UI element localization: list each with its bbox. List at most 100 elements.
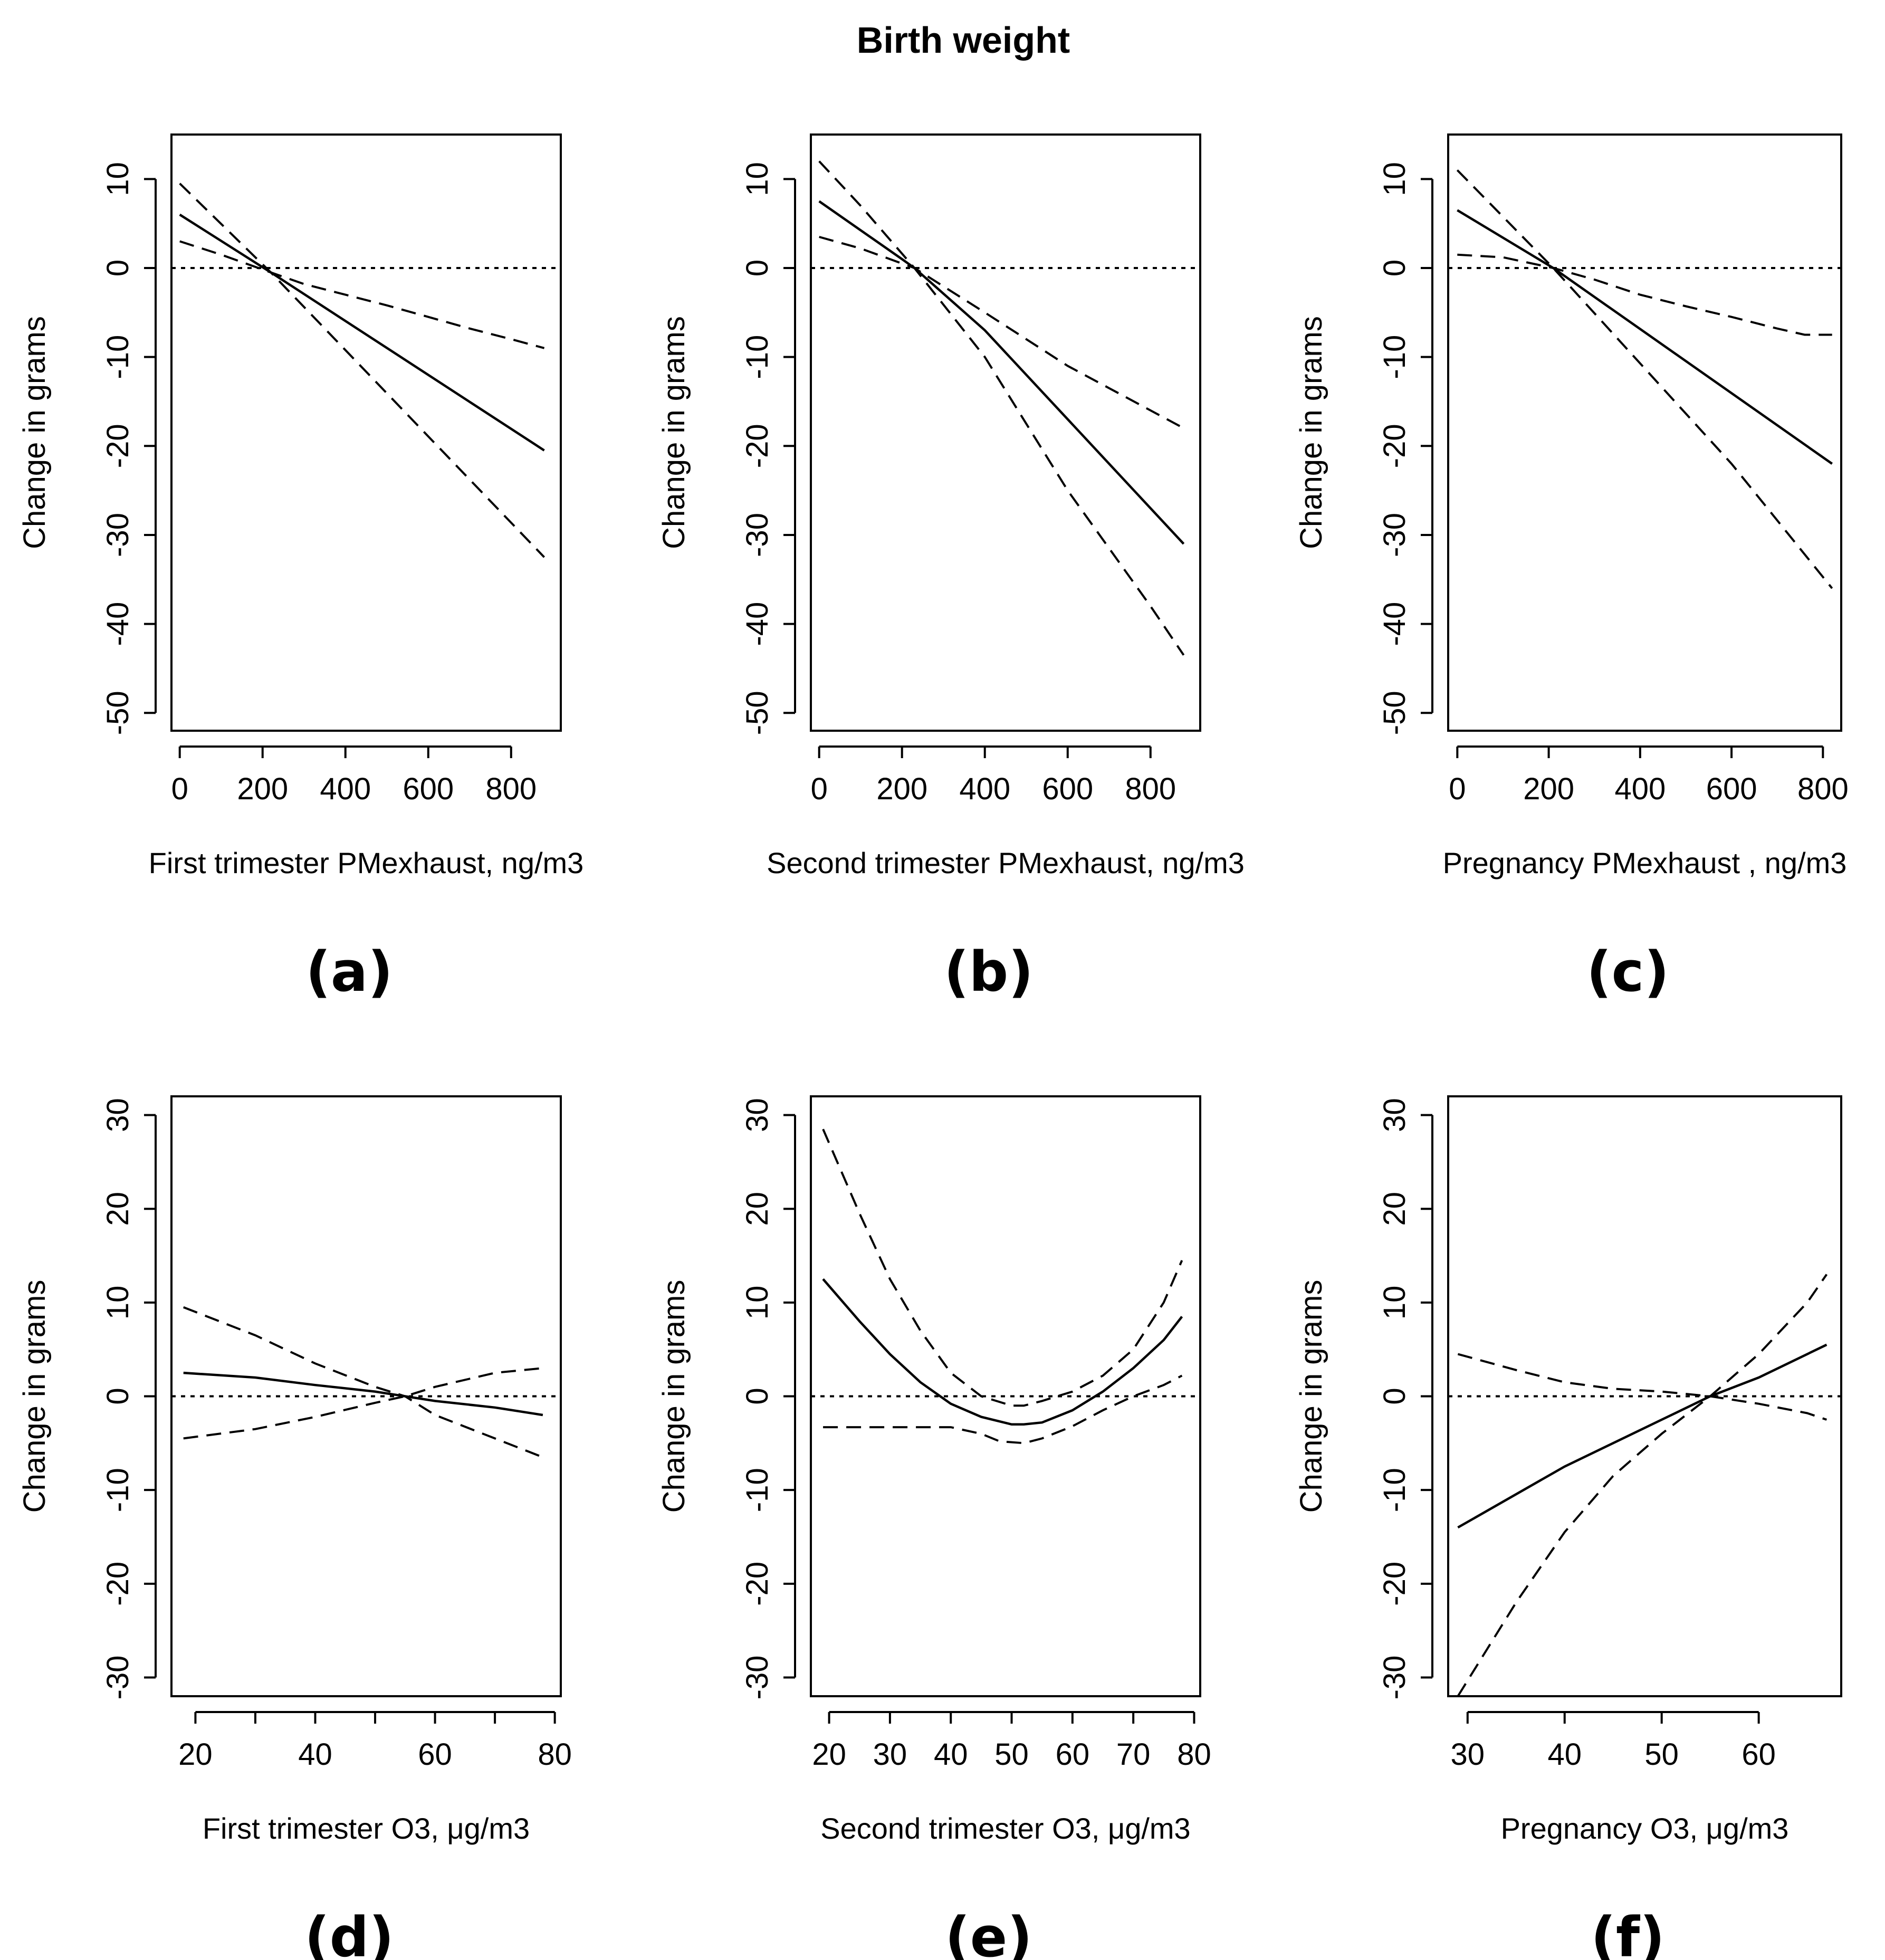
x-tick-label: 30	[1451, 1737, 1485, 1772]
y-tick-label: 0	[1377, 260, 1412, 276]
y-tick-label: -20	[101, 424, 135, 468]
panel-label: (d)	[304, 1905, 394, 1960]
x-axis-label: First trimester PMexhaust, ng/m3	[149, 846, 584, 879]
y-tick-label: -10	[101, 1468, 135, 1512]
plot-frame	[170, 133, 562, 732]
y-tick-label: 0	[740, 1388, 774, 1404]
y-tick-label: 0	[101, 1388, 135, 1404]
y-tick-label: 0	[740, 260, 774, 276]
x-tick-label: 600	[403, 772, 454, 806]
x-tick-label: 800	[485, 772, 537, 806]
x-axis-label: Pregnancy PMexhaust , ng/m3	[1443, 846, 1847, 879]
x-tick-label: 20	[178, 1737, 213, 1772]
y-axis-label: Change in grams	[1294, 1280, 1328, 1513]
y-tick-label: -30	[101, 1656, 135, 1700]
y-tick-label: -30	[101, 513, 135, 557]
x-tick-label: 800	[1797, 772, 1849, 806]
x-tick-label: 200	[237, 772, 288, 806]
lower-ci-line	[818, 160, 1185, 656]
panel-label: (f)	[1591, 1905, 1664, 1960]
y-axis-label: Change in grams	[657, 1280, 691, 1513]
x-tick-label: 400	[1614, 772, 1666, 806]
y-tick-label: -20	[1377, 1562, 1412, 1606]
y-tick-label: 20	[740, 1192, 774, 1226]
x-tick-label: 80	[1177, 1737, 1211, 1772]
y-tick-label: -20	[740, 424, 774, 468]
x-tick-label: 0	[171, 772, 188, 806]
y-tick-label: -10	[740, 335, 774, 379]
figure-title: Birth weight	[857, 20, 1070, 61]
x-tick-label: 800	[1125, 772, 1176, 806]
x-axis-label: Second trimester O3, μg/m3	[820, 1812, 1190, 1845]
y-axis-label: Change in grams	[17, 1280, 52, 1513]
y-tick-label: -40	[101, 602, 135, 646]
y-tick-label: 0	[101, 260, 135, 276]
y-tick-label: -30	[1377, 1656, 1412, 1700]
y-axis-label: Change in grams	[657, 316, 691, 549]
x-tick-label: 200	[1523, 772, 1574, 806]
panel-label: (e)	[945, 1905, 1032, 1960]
x-tick-label: 40	[934, 1737, 968, 1772]
upper-ci-line	[183, 1367, 543, 1440]
x-axis-label: Pregnancy O3, μg/m3	[1501, 1812, 1789, 1845]
y-axis-label: Change in grams	[1294, 316, 1328, 549]
estimate-line	[818, 200, 1185, 545]
panel-label: (c)	[1586, 940, 1669, 1004]
estimate-line	[1457, 1343, 1827, 1529]
x-tick-label: 600	[1706, 772, 1757, 806]
chart-panel-e: 20 30 40 50 60 70 80 30 20 10 0 -10 -20 -30 Change in …	[657, 1095, 1211, 1960]
panel-label: (b)	[944, 940, 1034, 1004]
y-tick-label: -10	[101, 335, 135, 379]
y-tick-label: -30	[740, 1656, 774, 1700]
upper-ci-line	[823, 1374, 1183, 1445]
y-tick-label: -10	[1377, 1468, 1412, 1512]
plot-frame	[1447, 133, 1842, 732]
x-tick-label: 30	[873, 1737, 907, 1772]
y-tick-label: -10	[740, 1468, 774, 1512]
upper-ci-line	[1457, 253, 1832, 336]
y-tick-label: 10	[1377, 162, 1412, 196]
y-tick-label: -50	[1377, 691, 1412, 735]
upper-ci-line	[819, 236, 1184, 429]
y-tick-label: -30	[740, 513, 774, 557]
x-tick-label: 60	[418, 1737, 452, 1772]
y-tick-label: -50	[101, 691, 135, 735]
y-tick-label: -30	[1377, 513, 1412, 557]
y-tick-label: -40	[1377, 602, 1412, 646]
x-tick-label: 50	[1644, 1737, 1679, 1772]
chart-panel-c: 0 200 400 600 800 10 0 -10 -20 -30 -40 -50 Change in…	[1294, 133, 1849, 1004]
x-axis-label: Second trimester PMexhaust, ng/m3	[767, 846, 1245, 879]
y-tick-label: 10	[101, 162, 135, 196]
estimate-line	[822, 1278, 1183, 1426]
chart-panel-b: 0 200 400 600 800 10 0 -10 -20 -30 -40 -50 Change in…	[657, 133, 1245, 1004]
x-tick-label: 400	[320, 772, 371, 806]
y-axis-label: Change in grams	[17, 316, 52, 549]
lower-ci-line	[1456, 169, 1833, 589]
x-tick-label: 20	[812, 1737, 846, 1772]
y-tick-label: 10	[101, 1286, 135, 1320]
chart-panel-a: 0 200 400 600 800 10 0 -10 -20 -30 -40 -50 Change in…	[17, 133, 584, 1004]
panel-label: (a)	[305, 940, 393, 1004]
x-tick-label: 60	[1056, 1737, 1090, 1772]
lower-ci-line	[1457, 1274, 1828, 1697]
x-tick-label: 0	[1449, 772, 1466, 806]
estimate-line	[179, 213, 545, 452]
y-tick-label: -40	[740, 602, 774, 646]
x-tick-label: 60	[1742, 1737, 1776, 1772]
y-tick-label: 30	[101, 1098, 135, 1132]
y-tick-label: 0	[1377, 1388, 1412, 1404]
y-tick-label: -20	[101, 1562, 135, 1606]
y-tick-label: 30	[740, 1098, 774, 1132]
chart-panel-d: 20 40 60 80 30 20 10 0 -10 -20 -30 Change in grams F…	[17, 1095, 572, 1960]
x-tick-label: 400	[959, 772, 1010, 806]
y-tick-label: 10	[740, 162, 774, 196]
x-tick-label: 50	[994, 1737, 1029, 1772]
x-tick-label: 40	[1547, 1737, 1582, 1772]
upper-ci-line	[179, 240, 545, 349]
y-tick-label: 10	[1377, 1286, 1412, 1320]
x-tick-label: 200	[876, 772, 927, 806]
x-tick-label: 70	[1116, 1737, 1151, 1772]
y-tick-label: -10	[1377, 335, 1412, 379]
